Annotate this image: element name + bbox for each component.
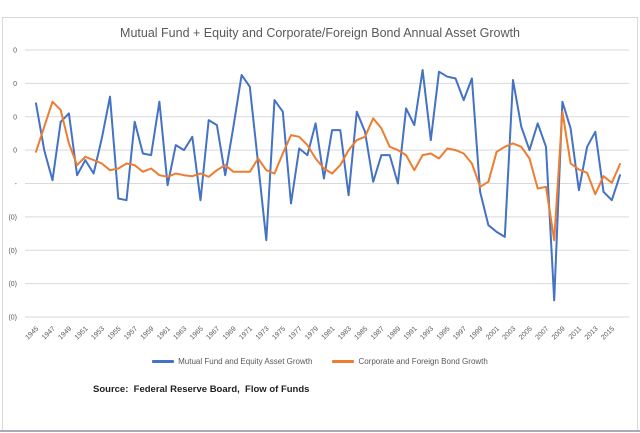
x-axis-tick-label: 1969 (222, 325, 238, 341)
x-axis-tick-label: 2007 (534, 325, 550, 341)
x-axis-tick-label: 1957 (123, 325, 139, 341)
y-axis-tick-label: (0) (8, 315, 17, 322)
x-axis-tick-label: 1993 (419, 325, 435, 341)
x-axis-tick-label: 1983 (337, 325, 353, 341)
x-axis-tick-label: 2003 (501, 325, 517, 341)
x-axis-tick-label: 1985 (353, 325, 369, 341)
y-axis-tick-label: 0 (13, 48, 17, 55)
x-axis-tick-label: 1955 (107, 325, 123, 341)
legend-label: Mutual Fund and Equity Asset Growth (178, 357, 313, 366)
legend-line-swatch-orange (332, 360, 355, 363)
chart-border-right (637, 17, 638, 430)
legend: Mutual Fund and Equity Asset Growth Corp… (0, 357, 640, 366)
x-axis-tick-label: 2015 (600, 325, 616, 341)
y-axis-tick-label: (0) (8, 281, 17, 288)
x-axis-tick-label: 1979 (304, 325, 320, 341)
x-axis-tick-label: 1977 (288, 325, 304, 341)
y-axis-tick-label: - (15, 181, 18, 188)
x-axis-tick-label: 1961 (156, 325, 172, 341)
series-line-mutual-fund-equity (35, 69, 621, 302)
y-axis-tick-label: (0) (8, 214, 17, 221)
y-axis-tick-label: 0 (13, 81, 17, 88)
x-axis-tick-label: 1951 (74, 325, 90, 341)
y-axis-tick-label: (0) (8, 248, 17, 255)
window-bottom-edge (0, 430, 640, 432)
x-axis-tick-label: 1973 (255, 325, 271, 341)
x-axis-tick-label: 1995 (436, 325, 452, 341)
y-axis-tick-label: 0 (13, 114, 17, 121)
chart-title: Mutual Fund + Equity and Corporate/Forei… (120, 26, 520, 40)
x-axis-tick-label: 1997 (452, 325, 468, 341)
x-axis-tick-label: 1987 (370, 325, 386, 341)
x-axis-tick-label: 1945 (24, 325, 40, 341)
x-axis-tick-label: 2013 (584, 325, 600, 341)
x-axis-tick-label: 1991 (403, 325, 419, 341)
x-axis-tick-label: 2011 (568, 325, 584, 341)
source-note: Source: Federal Reserve Board, Flow of F… (93, 384, 310, 395)
x-axis-tick-label: 1981 (321, 325, 337, 341)
x-axis-tick-label: 1975 (271, 325, 287, 341)
x-axis-tick-label: 1953 (90, 325, 106, 341)
legend-item-bond: Corporate and Foreign Bond Growth (332, 357, 488, 366)
x-axis-tick-label: 1999 (469, 325, 485, 341)
chart-border-top (2, 17, 638, 18)
x-axis-tick-label: 1949 (57, 325, 73, 341)
x-axis-tick-label: 1947 (41, 325, 57, 341)
series-line-corporate-foreign-bond (35, 100, 621, 242)
x-axis-tick-label: 2005 (518, 325, 534, 341)
x-axis-tick-label: 1959 (140, 325, 156, 341)
chart-border-left (2, 17, 3, 430)
legend-item-mutual-fund: Mutual Fund and Equity Asset Growth (152, 357, 312, 366)
x-axis-tick-label: 1967 (205, 325, 221, 341)
x-axis-tick-label: 1965 (189, 325, 205, 341)
x-axis-tick-label: 1971 (238, 325, 254, 341)
x-axis-tick-label: 2001 (485, 325, 501, 341)
legend-label: Corporate and Foreign Bond Growth (358, 357, 488, 366)
x-axis-tick-label: 1989 (386, 325, 402, 341)
legend-line-swatch-blue (152, 360, 175, 363)
x-axis-tick-label: 1963 (172, 325, 188, 341)
x-axis-tick-label: 2009 (551, 325, 567, 341)
y-axis-tick-label: 0 (13, 148, 17, 155)
